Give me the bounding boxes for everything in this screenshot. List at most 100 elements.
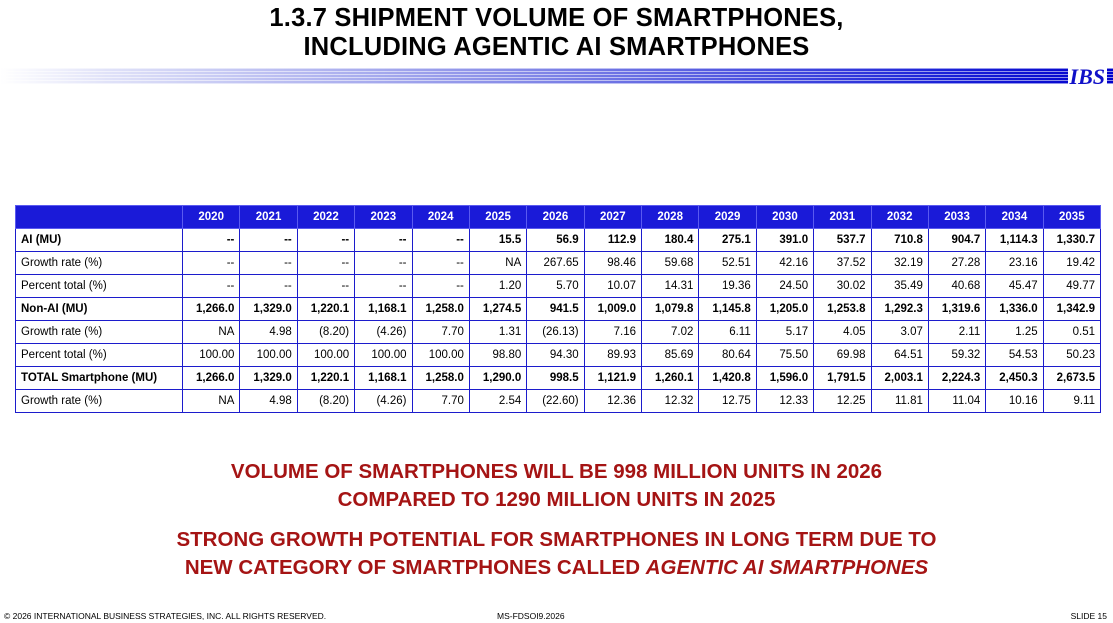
table-cell: 80.64 xyxy=(698,343,757,367)
table-row: Non-AI (MU) 1,266.0 1,329.0 1,220.1 1,168.1 1… xyxy=(15,297,1102,321)
table-cell: 1,274.5 xyxy=(468,297,528,321)
table-cell: 180.4 xyxy=(640,228,700,252)
table-cell: 15.5 xyxy=(468,228,528,252)
table-cell: 12.25 xyxy=(813,389,872,413)
table-cell: 7.70 xyxy=(411,389,470,413)
year-header: 2026 xyxy=(526,205,585,229)
year-header: 2027 xyxy=(583,205,643,229)
table-cell: 11.81 xyxy=(870,389,929,413)
table-cell: -- xyxy=(296,274,356,298)
table-cell: 391.0 xyxy=(755,228,815,252)
table-cell: 11.04 xyxy=(927,389,987,413)
table-cell: 1,260.1 xyxy=(640,366,700,390)
slide-title-line-1: 1.3.7 SHIPMENT VOLUME OF SMARTPHONES, xyxy=(269,4,844,32)
year-header: 2025 xyxy=(468,205,528,229)
table-cell: 267.65 xyxy=(526,251,585,275)
year-header: 2032 xyxy=(870,205,929,229)
table-cell: -- xyxy=(354,274,413,298)
table-cell: 14.31 xyxy=(640,274,700,298)
table-cell: 37.52 xyxy=(813,251,872,275)
table-cell: -- xyxy=(296,251,356,275)
table-cell: 2,003.1 xyxy=(870,366,929,390)
table-cell: 59.68 xyxy=(640,251,700,275)
table-cell: 1.25 xyxy=(985,320,1044,344)
table-cell: 24.50 xyxy=(755,274,815,298)
table-cell: 2,673.5 xyxy=(1042,366,1102,390)
table-cell: -- xyxy=(354,251,413,275)
table-cell: 30.02 xyxy=(813,274,872,298)
table-cell: 40.68 xyxy=(927,274,987,298)
table-cell: -- xyxy=(239,251,298,275)
callout-growth-line-2-text: NEW CATEGORY OF SMARTPHONES CALLED xyxy=(184,556,646,579)
table-cell: 52.51 xyxy=(698,251,757,275)
year-header: 2020 xyxy=(181,205,241,229)
table-cell: 32.19 xyxy=(870,251,929,275)
footer-slide-number: SLIDE 15 xyxy=(1070,611,1107,621)
table-cell: (4.26) xyxy=(354,389,413,413)
table-cell: 1,342.9 xyxy=(1042,297,1102,321)
table-cell: -- xyxy=(181,251,241,275)
table-cell: 12.33 xyxy=(755,389,815,413)
year-header: 2034 xyxy=(985,205,1044,229)
table-cell: 1,336.0 xyxy=(985,297,1044,321)
table-cell: 98.46 xyxy=(583,251,643,275)
slide-title: 1.3.7 SHIPMENT VOLUME OF SMARTPHONES, IN… xyxy=(0,4,1113,62)
table-cell: 1,121.9 xyxy=(583,366,643,390)
table-cell: 5.17 xyxy=(755,320,815,344)
callout-volume: VOLUME OF SMARTPHONES WILL BE 998 MILLIO… xyxy=(0,458,1113,514)
table-cell: 537.7 xyxy=(813,228,872,252)
table-cell: 1,258.0 xyxy=(411,297,470,321)
table-cell: 64.51 xyxy=(870,343,929,367)
table-cell: 12.75 xyxy=(698,389,757,413)
footer-copyright: © 2026 INTERNATIONAL BUSINESS STRATEGIES… xyxy=(4,611,327,621)
table-cell: 19.42 xyxy=(1042,251,1102,275)
table-cell: 2.11 xyxy=(927,320,987,344)
table-row: Percent total (%) -- -- -- -- -- 1.20 5.70 10.07… xyxy=(15,274,1102,298)
table-cell: 50.23 xyxy=(1042,343,1102,367)
table-cell: -- xyxy=(411,228,470,252)
table-cell: 1,266.0 xyxy=(181,366,241,390)
row-label: Growth rate (%) xyxy=(15,320,183,344)
table-body: AI (MU) -- -- -- -- -- 15.5 56.9 112.9 180.4 275.1… xyxy=(15,228,1102,413)
table-row: TOTAL Smartphone (MU) 1,266.0 1,329.0 1,220… xyxy=(15,366,1102,390)
row-label: Growth rate (%) xyxy=(15,251,183,275)
table-row: AI (MU) -- -- -- -- -- 15.5 56.9 112.9 180.4 275.1… xyxy=(15,228,1102,252)
table-cell: 941.5 xyxy=(526,297,585,321)
table-cell: -- xyxy=(181,228,241,252)
table-cell: 1,319.6 xyxy=(927,297,987,321)
table-cell: 1,220.1 xyxy=(296,297,356,321)
callout-growth-line-1: STRONG GROWTH POTENTIAL FOR SMARTPHONES … xyxy=(176,528,937,551)
footer-document-id: MS-FDSOI9.2026 xyxy=(497,611,565,621)
callout-volume-line-2: COMPARED TO 1290 MILLION UNITS IN 2025 xyxy=(337,488,776,511)
table-cell: 12.32 xyxy=(640,389,700,413)
row-label: Non-AI (MU) xyxy=(15,297,183,321)
table-cell: (8.20) xyxy=(296,320,356,344)
table-row: Percent total (%) 100.00 100.00 100.00 100.0… xyxy=(15,343,1102,367)
table-cell: 35.49 xyxy=(870,274,929,298)
table-cell: 54.53 xyxy=(985,343,1044,367)
ibs-logo: IBS xyxy=(1067,64,1107,90)
table-cell: 3.07 xyxy=(870,320,929,344)
table-cell: -- xyxy=(239,228,298,252)
table-cell: 1,292.3 xyxy=(870,297,929,321)
callout-growth: STRONG GROWTH POTENTIAL FOR SMARTPHONES … xyxy=(0,526,1113,582)
table-cell: 4.05 xyxy=(813,320,872,344)
table-cell: 1,220.1 xyxy=(296,366,356,390)
table-cell: 1,205.0 xyxy=(755,297,815,321)
table-cell: 112.9 xyxy=(583,228,643,252)
table-cell: 100.00 xyxy=(296,343,356,367)
callout-growth-line-2: NEW CATEGORY OF SMARTPHONES CALLED AGENT… xyxy=(0,554,1113,582)
table-cell: 2.54 xyxy=(468,389,528,413)
table-cell: -- xyxy=(411,251,470,275)
table-cell: 94.30 xyxy=(526,343,585,367)
table-cell: 7.02 xyxy=(640,320,700,344)
table-cell: 45.47 xyxy=(985,274,1044,298)
table-cell: 9.11 xyxy=(1042,389,1102,413)
table-cell: 100.00 xyxy=(239,343,298,367)
table-cell: -- xyxy=(354,228,413,252)
table-cell: 85.69 xyxy=(640,343,700,367)
table-cell: 100.00 xyxy=(354,343,413,367)
table-cell: 89.93 xyxy=(583,343,643,367)
table-header-row: 2020 2021 2022 2023 2024 2025 2026 2027 2028 2029… xyxy=(15,205,1102,229)
table-cell: -- xyxy=(296,228,356,252)
